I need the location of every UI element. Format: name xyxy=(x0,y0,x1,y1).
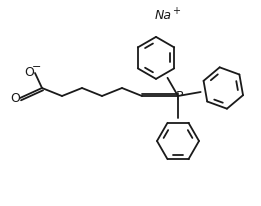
Text: O: O xyxy=(10,92,20,105)
Text: +: + xyxy=(172,6,180,16)
Text: Na: Na xyxy=(155,8,172,21)
Text: −: − xyxy=(32,62,42,72)
Text: P: P xyxy=(175,90,183,103)
Text: O: O xyxy=(24,65,34,78)
